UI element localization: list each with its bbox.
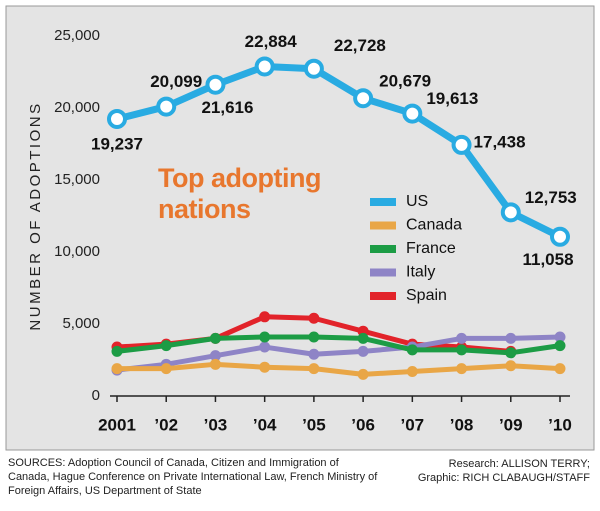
point xyxy=(554,340,566,352)
point xyxy=(357,332,369,344)
point xyxy=(107,108,127,129)
x-tick-label: ’03 xyxy=(204,415,228,434)
x-tick-label: ’10 xyxy=(548,415,572,434)
point xyxy=(550,226,570,247)
y-axis-label: NUMBER OF ADOPTIONS xyxy=(27,101,44,330)
credit: Research: ALLISON TERRY; xyxy=(448,458,590,470)
legend-label: Canada xyxy=(406,217,462,234)
point xyxy=(111,345,123,357)
data-label: 20,099 xyxy=(150,72,202,91)
y-tick-label: 20,000 xyxy=(54,99,100,116)
point xyxy=(456,363,468,375)
data-label: 22,884 xyxy=(245,32,298,51)
point xyxy=(357,368,369,380)
data-label: 19,237 xyxy=(91,134,143,153)
data-label: 21,616 xyxy=(201,98,253,117)
y-tick-label: 5,000 xyxy=(62,315,100,332)
legend-label: Italy xyxy=(406,264,435,281)
x-tick-label: ’06 xyxy=(351,415,375,434)
point xyxy=(406,344,418,356)
point xyxy=(505,347,517,359)
sources: SOURCES: Adoption Council of Canada, Cit… xyxy=(8,457,378,497)
legend-label: France xyxy=(406,240,456,257)
point xyxy=(505,360,517,372)
data-label: 17,438 xyxy=(474,132,526,151)
point xyxy=(402,103,423,124)
data-label: 11,058 xyxy=(522,250,573,269)
series-line xyxy=(117,361,561,377)
point xyxy=(500,202,521,223)
data-label: 19,613 xyxy=(426,89,478,108)
point xyxy=(209,358,221,370)
point xyxy=(353,88,374,109)
x-tick-label: ’04 xyxy=(253,415,277,434)
point xyxy=(456,344,468,356)
data-label: 20,679 xyxy=(379,72,431,91)
y-tick-label: 15,000 xyxy=(54,171,100,188)
series-line xyxy=(116,334,561,373)
point xyxy=(308,348,320,360)
x-tick-label: ’09 xyxy=(499,415,523,434)
point xyxy=(160,340,172,352)
point xyxy=(451,134,472,155)
legend-label: Spain xyxy=(406,287,447,304)
data-label: 22,728 xyxy=(334,36,386,55)
point xyxy=(456,332,468,344)
point xyxy=(505,332,517,344)
point xyxy=(259,361,271,373)
data-label: 12,753 xyxy=(525,188,577,207)
x-tick-label: ’07 xyxy=(401,415,425,434)
series-line xyxy=(116,334,561,356)
point xyxy=(209,332,221,344)
point xyxy=(111,363,123,375)
x-tick-label: 2001 xyxy=(98,415,136,434)
point xyxy=(205,74,226,95)
x-tick-label: ’08 xyxy=(450,415,474,434)
x-tick-label: ’05 xyxy=(302,415,326,434)
point xyxy=(254,56,275,77)
legend-label: US xyxy=(406,193,428,210)
point xyxy=(554,363,566,375)
point xyxy=(308,363,320,375)
y-tick-label: 25,000 xyxy=(54,27,100,44)
y-tick-label: 0 xyxy=(92,387,100,404)
point xyxy=(259,311,271,323)
x-tick-label: ’02 xyxy=(154,415,178,434)
point xyxy=(308,312,320,324)
y-tick-label: 10,000 xyxy=(54,243,100,260)
point xyxy=(308,331,320,343)
point xyxy=(259,341,271,353)
point xyxy=(357,345,369,357)
panel xyxy=(5,5,595,451)
point xyxy=(303,58,324,79)
series-line xyxy=(116,62,562,240)
point xyxy=(406,366,418,378)
credit: Graphic: RICH CLABAUGH/STAFF xyxy=(417,472,590,484)
point xyxy=(156,96,177,117)
point xyxy=(259,331,271,343)
point xyxy=(160,363,172,375)
chart-title: Top adopting nations xyxy=(158,163,321,224)
